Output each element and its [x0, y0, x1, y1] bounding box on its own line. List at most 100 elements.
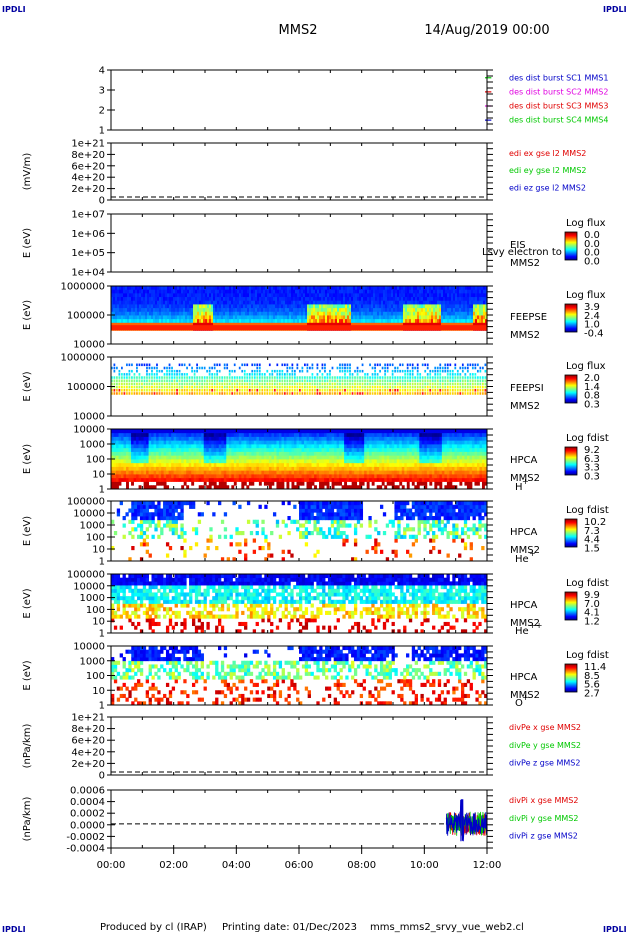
spectrogram-cell — [123, 432, 127, 437]
spectrogram-cell — [278, 382, 281, 386]
spectrogram-cell — [208, 373, 211, 376]
spectrogram-cell — [113, 429, 117, 434]
spectrogram-cell — [366, 373, 369, 376]
spectrogram-cell — [483, 322, 486, 328]
spectrogram-cell — [261, 304, 264, 309]
spectrogram-cell — [299, 385, 301, 389]
spectrogram-cell — [221, 322, 224, 328]
spectrogram-cell — [156, 477, 160, 482]
spectrogram-cell — [251, 447, 255, 452]
spectrogram-cell — [479, 382, 482, 386]
spectrogram-cell — [465, 289, 468, 294]
spectrogram-cell — [153, 455, 157, 460]
spectrogram-cell — [454, 363, 457, 367]
spectrogram-cell — [161, 304, 164, 309]
spectrogram-cell — [213, 462, 217, 467]
spectrogram-cell — [213, 315, 216, 320]
spectrogram-cell — [483, 289, 486, 294]
spectrogram-cell — [271, 385, 274, 389]
spectrogram-cell — [447, 311, 450, 317]
spectrogram-cell — [236, 466, 240, 471]
spectrogram-cell — [461, 322, 464, 328]
spectrogram-cell — [401, 379, 404, 383]
spectrogram-cell — [275, 322, 278, 328]
spectrogram-cell — [247, 308, 250, 313]
spectrogram-cell — [263, 429, 267, 434]
spectrogram-cell — [161, 440, 165, 445]
spectrogram-cell — [236, 477, 240, 482]
y-tick-label: 100000 — [67, 382, 105, 393]
spectrogram-cell — [111, 293, 114, 298]
spectrogram-cell — [199, 322, 202, 328]
spectrogram-cell — [453, 293, 456, 298]
spectrogram-cell — [356, 369, 359, 373]
spectrogram-cell — [446, 382, 449, 386]
spectrogram-cell — [238, 477, 242, 482]
spectrogram-cell — [364, 376, 366, 379]
spectrogram-cell — [481, 379, 484, 383]
spectrogram-cell — [476, 369, 479, 373]
spectrogram-cell — [247, 300, 250, 306]
spectrogram-cell — [384, 373, 386, 376]
spectrogram-cell — [349, 379, 351, 383]
spectrogram-cell — [208, 432, 212, 437]
spectrogram-cell — [291, 470, 295, 475]
spectrogram-cell — [379, 369, 381, 373]
spectrogram-cell — [459, 392, 462, 395]
spectrogram-cell — [197, 293, 200, 298]
spectrogram-cell — [146, 432, 149, 437]
spectrogram-cell — [429, 382, 432, 386]
spectrogram-cell — [291, 373, 294, 376]
spectrogram-cell — [196, 444, 200, 449]
spectrogram-cell — [117, 311, 120, 317]
spectrogram-cell — [261, 389, 264, 392]
spectrogram-cell — [459, 293, 462, 298]
spectrogram-cell — [226, 447, 230, 452]
spectrogram-cell — [235, 293, 238, 298]
spectrogram-cell — [201, 382, 203, 386]
spectrogram-cell — [153, 289, 156, 294]
spectrogram-cell — [198, 440, 202, 445]
spectrogram-cell — [321, 385, 324, 389]
spectrogram-cell — [416, 392, 419, 395]
spectrogram-cell — [315, 300, 318, 306]
spectrogram-cell — [421, 289, 424, 294]
spectrogram-cell — [367, 304, 370, 309]
spectrogram-cell — [171, 432, 175, 437]
spectrogram-cell — [296, 451, 300, 456]
spectrogram-cell — [233, 297, 236, 302]
spectrogram-cell — [419, 304, 422, 309]
spectrogram-cell — [153, 379, 156, 383]
spectrogram-cell — [309, 300, 312, 306]
spectrogram-cell — [406, 389, 409, 392]
spectrogram-cell — [359, 308, 362, 313]
spectrogram-cell — [369, 293, 372, 298]
spectrogram-cell — [163, 481, 167, 486]
spectrogram-cell — [481, 289, 484, 294]
spectrogram-cell — [317, 315, 320, 320]
spectrogram-cell — [203, 462, 207, 467]
y-tick-label: 4e+20 — [71, 173, 105, 184]
spectrogram-cell — [481, 308, 484, 313]
spectrogram-cell — [305, 315, 308, 320]
spectrogram-cell — [451, 379, 454, 383]
spectrogram-cell — [413, 304, 416, 309]
spectrogram-cell — [193, 293, 196, 298]
spectrogram-cell — [183, 444, 187, 449]
spectrogram-cell — [339, 385, 341, 389]
spectrogram-cell — [241, 436, 245, 441]
spectrogram-cell — [141, 459, 144, 464]
spectrogram-cell — [303, 300, 306, 306]
spectrogram-cell — [461, 286, 464, 291]
spectrogram-cell — [121, 462, 124, 467]
spectrogram-cell — [213, 379, 216, 383]
spectrogram-cell — [211, 308, 214, 313]
spectrogram-cell — [373, 308, 376, 313]
spectrogram-cell — [401, 315, 404, 320]
spectrogram-cell — [419, 315, 422, 320]
spectrogram-cell — [165, 311, 168, 317]
spectrogram-cell — [171, 297, 174, 302]
spectrogram-cell — [439, 373, 442, 376]
spectrogram-cell — [379, 293, 382, 298]
spectrogram-cell — [145, 315, 148, 320]
